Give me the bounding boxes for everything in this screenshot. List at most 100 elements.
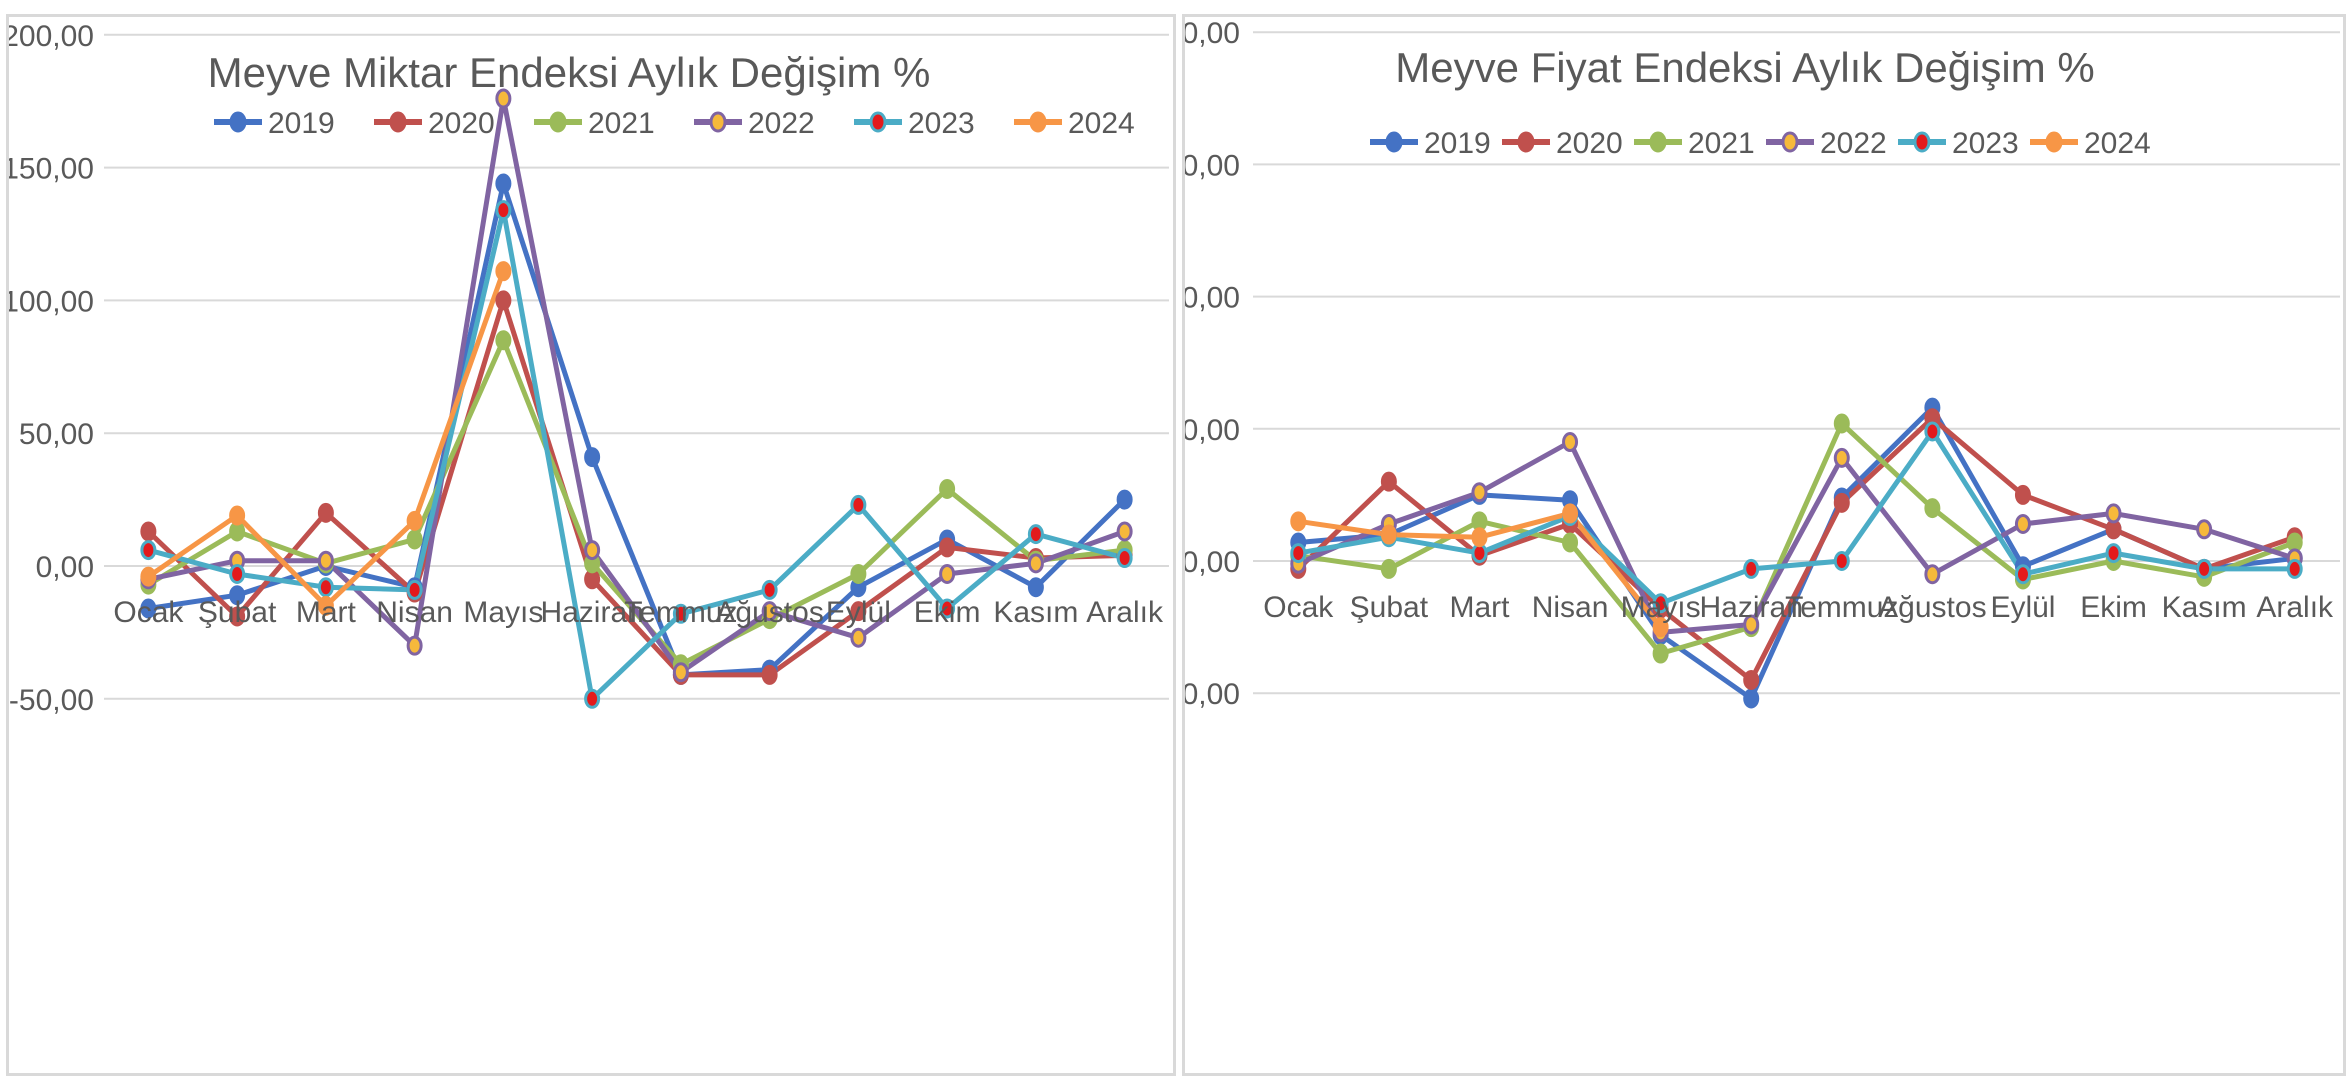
legend-marker <box>1913 131 1931 153</box>
series-line-2019 <box>1298 405 2295 701</box>
data-point-2020 <box>939 537 956 558</box>
data-point-2023 <box>1027 524 1044 545</box>
y-tick-label: 0,00 <box>1185 546 1240 579</box>
x-category-label: Aralık <box>2256 591 2334 624</box>
data-point-2022 <box>2105 503 2122 524</box>
legend-item-2023: 2023 <box>1898 127 2019 160</box>
legend-label: 2020 <box>1556 127 1623 160</box>
x-category-label: Ağustos <box>1878 591 1986 624</box>
data-point-2022 <box>1924 564 1941 585</box>
y-tick-label: 200,00 <box>9 20 94 53</box>
y-tick-label: 150,00 <box>1185 149 1240 182</box>
legend-marker <box>1029 111 1047 133</box>
data-point-2020 <box>317 502 334 523</box>
price-index-chart: 200,00 150,00 100,00 50,00 0,00 -50,00 Meyve F… <box>1185 17 2340 711</box>
data-point-2023 <box>672 603 689 624</box>
data-point-2021 <box>850 563 867 584</box>
data-point-2024 <box>1471 527 1488 548</box>
x-category-label: Eylül <box>1990 591 2055 624</box>
quantity-chart-panel: 200,00 150,00 100,00 50,00 0,00 -50,00 Meyve M… <box>6 14 1176 1076</box>
legend-label: 2021 <box>588 107 655 140</box>
data-point-2023 <box>939 598 956 619</box>
data-point-2023 <box>140 540 157 561</box>
data-point-2022 <box>1743 614 1760 635</box>
data-point-2022 <box>406 635 423 656</box>
data-point-2022 <box>2196 519 2213 540</box>
data-point-2023 <box>850 494 867 515</box>
legend-label: 2019 <box>268 107 335 140</box>
y-tick-label: -50,00 <box>1185 678 1240 711</box>
legend-item-2022: 2022 <box>1766 127 1887 160</box>
chart-title: Meyve Miktar Endeksi Aylık Değişim % <box>208 49 931 96</box>
x-category-label: Aralık <box>1086 596 1164 629</box>
data-point-2023 <box>317 577 334 598</box>
legend-marker <box>549 111 567 133</box>
data-point-2020 <box>140 521 157 542</box>
x-category-label: Haziran <box>540 596 643 629</box>
legend-marker <box>869 111 887 133</box>
data-point-2020 <box>1743 669 1760 690</box>
data-point-2024 <box>1562 503 1579 524</box>
x-category-label: Ekim <box>914 596 981 629</box>
data-point-2021 <box>406 529 423 550</box>
legend-item-2019: 2019 <box>214 107 335 140</box>
data-point-2023 <box>406 579 423 600</box>
data-point-2022 <box>850 627 867 648</box>
data-point-2023 <box>1743 558 1760 579</box>
data-point-2021 <box>495 330 512 351</box>
x-category-label: Ocak <box>113 596 184 629</box>
legend-marker <box>229 111 247 133</box>
x-category-label: Temmuz <box>624 596 737 629</box>
data-point-2023 <box>1652 593 1669 614</box>
y-tick-label: -50,00 <box>9 684 94 717</box>
x-category-label: Nisan <box>376 596 453 629</box>
data-point-2021 <box>939 478 956 499</box>
series-line-2022 <box>1297 439 2296 635</box>
y-tick-label: 0,00 <box>36 551 94 584</box>
data-point-2022 <box>939 563 956 584</box>
series-line-2021 <box>1297 421 2296 656</box>
x-category-label: Kasım <box>993 596 1078 629</box>
y-tick-label: 50,00 <box>19 418 94 451</box>
series-line-2023 <box>147 207 1126 702</box>
legend-item-2020: 2020 <box>1502 127 1623 160</box>
legend-item-2019: 2019 <box>1370 127 1491 160</box>
legend-label: 2023 <box>1952 127 2019 160</box>
data-point-2022 <box>584 540 601 561</box>
data-point-2023 <box>2014 564 2031 585</box>
data-point-2022 <box>317 550 334 571</box>
legend-label: 2024 <box>1068 107 1135 140</box>
data-point-2019 <box>1116 489 1133 510</box>
data-point-2022 <box>495 88 512 109</box>
y-tick-label: 50,00 <box>1185 414 1240 447</box>
legend-marker <box>1649 131 1667 153</box>
data-point-2023 <box>495 200 512 221</box>
data-point-2024 <box>317 595 334 616</box>
series-line-2020 <box>1296 415 2296 683</box>
x-category-label: Temmuz <box>1785 591 1898 624</box>
data-point-2019 <box>140 598 157 619</box>
y-tick-label: 100,00 <box>1185 282 1240 315</box>
x-category-label: Mayıs <box>463 596 543 629</box>
x-category-label: Mart <box>296 596 357 629</box>
legend-label: 2022 <box>748 107 815 140</box>
data-point-2023 <box>761 579 778 600</box>
legend-marker <box>709 111 727 133</box>
data-point-2021 <box>1833 413 1850 434</box>
data-point-2024 <box>229 505 246 526</box>
legend-label: 2021 <box>1688 127 1755 160</box>
legend-label: 2024 <box>2084 127 2151 160</box>
data-point-2019 <box>1027 577 1044 598</box>
x-category-label: Mayıs <box>1621 591 1701 624</box>
legend-marker <box>389 111 407 133</box>
legend-label: 2020 <box>428 107 495 140</box>
data-point-2022 <box>2014 513 2031 534</box>
data-point-2023 <box>1924 421 1941 442</box>
legend-item-2023: 2023 <box>854 107 975 140</box>
data-point-2022 <box>1027 553 1044 574</box>
legend-item-2024: 2024 <box>1014 107 1135 140</box>
legend-marker <box>2045 131 2063 153</box>
data-point-2023 <box>2105 543 2122 564</box>
data-point-2021 <box>1652 643 1669 664</box>
data-point-2024 <box>1290 511 1307 532</box>
